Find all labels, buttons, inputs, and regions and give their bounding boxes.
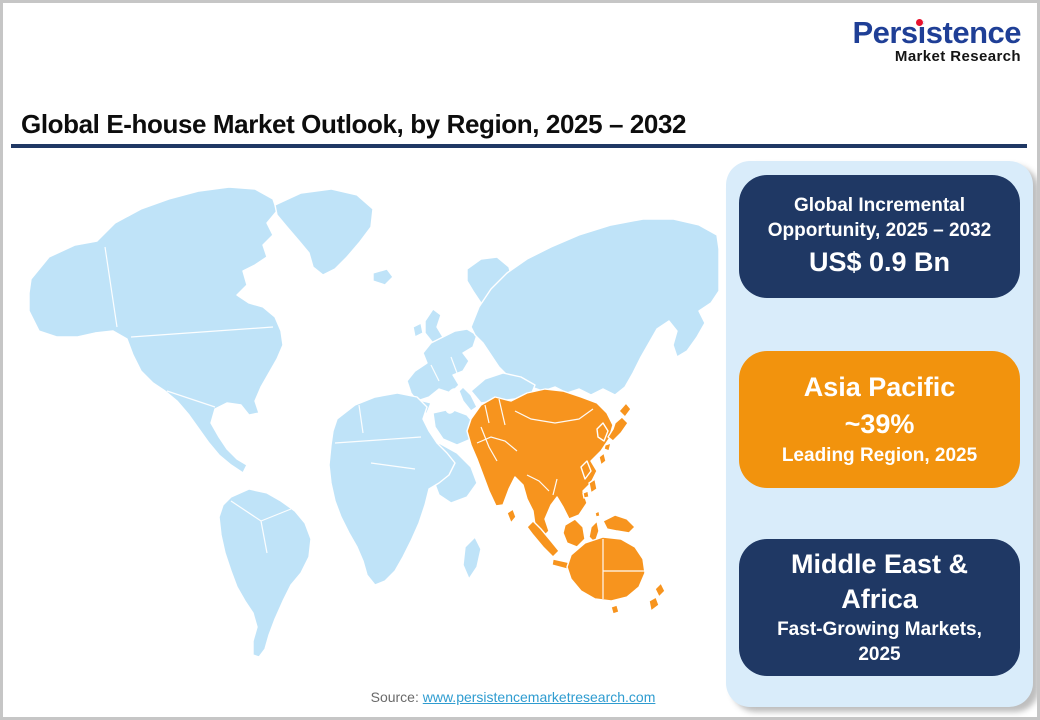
card-value: US$ 0.9 Bn xyxy=(808,247,951,278)
card-subtitle: Leading Region, 2025 xyxy=(781,444,978,466)
region-rest-of-world xyxy=(28,186,720,658)
card-middle-east-africa: Middle East & Africa Fast-Growing Market… xyxy=(739,539,1020,676)
world-map xyxy=(19,161,725,701)
card-subtitle: Fast-Growing Markets, 2025 xyxy=(777,619,982,666)
page-title: Global E-house Market Outlook, by Region… xyxy=(21,109,687,139)
region-asia-pacific xyxy=(466,388,666,615)
logo-brand-text: Persistence xyxy=(852,15,1021,50)
asia-country-borders xyxy=(476,398,644,599)
logo-red-dot-icon xyxy=(915,18,925,27)
source-label: Source: xyxy=(370,689,423,705)
card-title: Middle East & Africa xyxy=(790,549,969,614)
logo-brand: Persistence xyxy=(852,17,1021,48)
logo-tagline: Market Research xyxy=(894,48,1021,65)
stats-panel: Global Incremental Opportunity, 2025 – 2… xyxy=(726,161,1033,707)
card-value: ~39% xyxy=(844,408,915,439)
source-line: Source: www.persistencemarketresearch.co… xyxy=(203,689,823,705)
country-borders xyxy=(104,246,458,554)
card-title: Asia Pacific xyxy=(803,372,956,403)
source-link[interactable]: www.persistencemarketresearch.com xyxy=(422,689,656,705)
card-global-incremental-opportunity: Global Incremental Opportunity, 2025 – 2… xyxy=(739,175,1020,298)
title-underline xyxy=(11,144,1027,148)
card-label: Global Incremental Opportunity, 2025 – 2… xyxy=(767,194,992,241)
caspian-sea xyxy=(444,388,460,414)
logo: Persistence Market Research xyxy=(852,17,1021,64)
card-asia-pacific: Asia Pacific ~39% Leading Region, 2025 xyxy=(739,351,1020,488)
